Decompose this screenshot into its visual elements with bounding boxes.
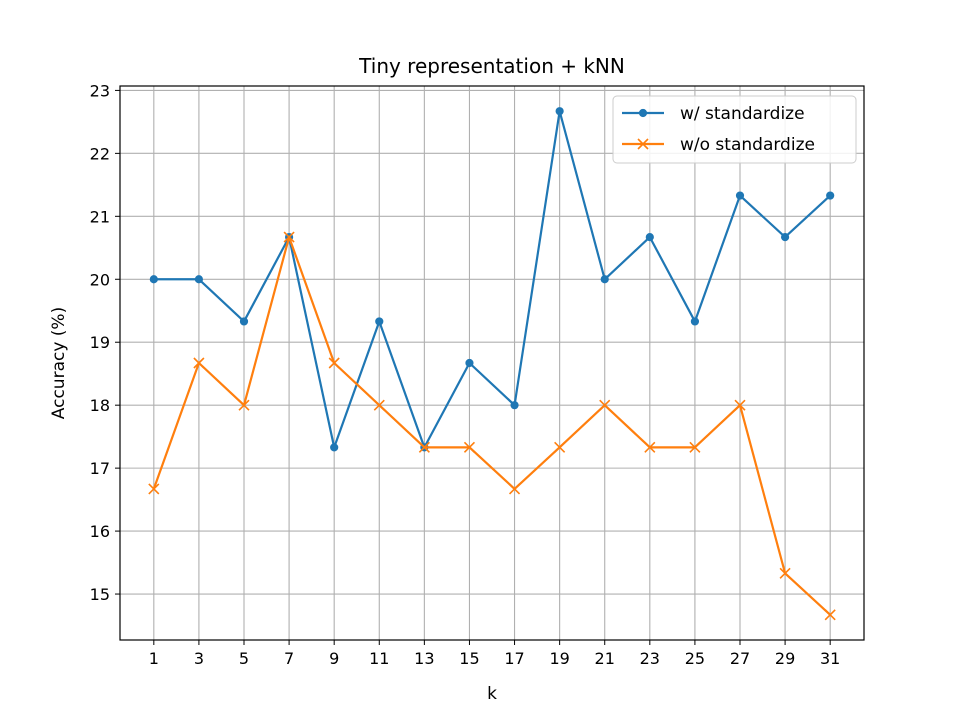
data-point — [418, 441, 430, 453]
x-tick-label: 15 — [459, 649, 479, 668]
series-line — [153, 110, 831, 449]
legend-item: w/ standardize — [622, 104, 805, 124]
x-tick-label: 29 — [775, 649, 795, 668]
data-point — [644, 441, 656, 453]
data-point — [238, 399, 250, 411]
x-tick-label: 7 — [284, 649, 294, 668]
x-tick-label: 9 — [329, 649, 339, 668]
y-tick-label: 19 — [90, 333, 110, 352]
x-tick-label: 21 — [595, 649, 615, 668]
data-point — [330, 443, 339, 452]
plot-area-frame — [119, 85, 865, 641]
axis-ticks: 1 3 5 7 9 11 13 15 17 19 21 23 25 27 29 311516171819202… — [90, 81, 841, 668]
data-point — [600, 275, 609, 284]
data-point — [465, 358, 474, 368]
chart-title: Tiny representation + kNN — [358, 54, 625, 78]
data-point — [779, 567, 791, 579]
x-tick-label: 13 — [414, 649, 434, 668]
legend-marker — [637, 138, 649, 150]
data-point — [554, 441, 566, 453]
x-tick-label: 17 — [504, 649, 524, 668]
data-point — [555, 107, 564, 116]
x-axis-label: k — [487, 684, 497, 704]
x-tick-label: 11 — [369, 649, 389, 668]
data-point — [193, 357, 205, 369]
x-tick-label: 19 — [549, 649, 569, 668]
data-point — [373, 399, 385, 411]
data-point — [149, 275, 158, 284]
data-point — [599, 399, 611, 411]
data-point — [690, 317, 700, 326]
data-point — [508, 483, 521, 495]
y-tick-label: 22 — [90, 144, 110, 163]
legend-frame — [612, 95, 857, 164]
data-point — [824, 609, 836, 621]
y-tick-label: 23 — [90, 81, 110, 100]
y-tick-label: 15 — [90, 585, 110, 604]
data-point — [375, 317, 384, 326]
legend-label: w/o standardize — [680, 135, 815, 155]
y-tick-label: 17 — [90, 459, 110, 478]
y-tick-label: 21 — [90, 207, 110, 226]
data-point — [328, 357, 340, 369]
y-tick-label: 20 — [90, 270, 110, 289]
data-point — [148, 483, 160, 495]
y-tick-label: 16 — [90, 522, 110, 541]
legend-label: w/ standardize — [680, 104, 805, 124]
data-point — [734, 399, 746, 411]
data-point — [283, 231, 295, 243]
series-line — [152, 235, 831, 616]
data-point — [645, 232, 654, 242]
x-tick-label: 25 — [685, 649, 705, 668]
legend: w/ standardize w/o standardize — [612, 95, 857, 164]
y-tick-label: 18 — [90, 396, 110, 415]
x-tick-label: 23 — [640, 649, 660, 668]
legend-item: w/o standardize — [622, 135, 815, 155]
x-tick-label: 1 — [149, 649, 159, 668]
x-tick-label: 3 — [194, 649, 204, 668]
data-point — [239, 317, 249, 326]
data-point — [463, 441, 476, 453]
data-point — [510, 401, 519, 410]
x-tick-label: 5 — [239, 649, 249, 668]
data-point — [826, 191, 835, 200]
x-tick-label: 31 — [820, 649, 840, 668]
data-point — [735, 191, 745, 200]
data-point — [194, 275, 204, 284]
data-point — [780, 232, 790, 242]
data-point — [689, 441, 701, 453]
y-axis-label: Accuracy (%) — [49, 307, 69, 419]
legend-marker — [638, 108, 648, 118]
x-tick-label: 27 — [730, 649, 750, 668]
plot-series — [148, 107, 836, 621]
series-wo-standardize — [148, 231, 836, 621]
